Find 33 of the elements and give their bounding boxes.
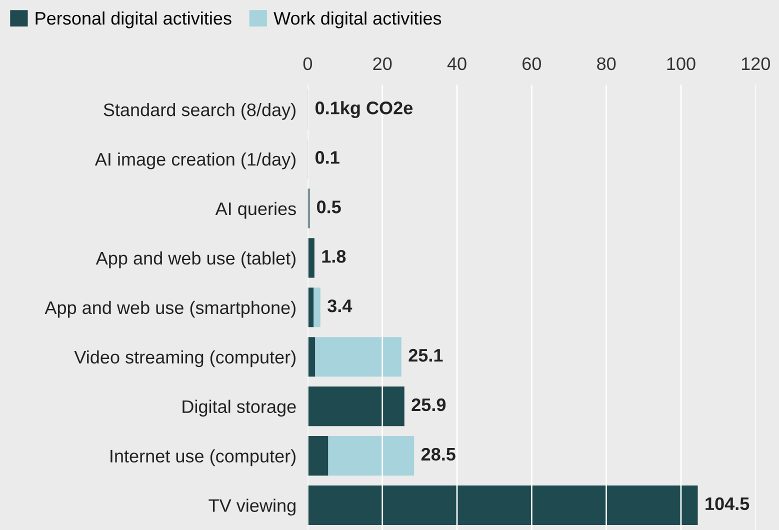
x-tick-label: 0 bbox=[303, 57, 312, 70]
bar bbox=[314, 288, 320, 328]
bar bbox=[308, 386, 404, 426]
total-label: 104.5 bbox=[706, 497, 750, 510]
x-tick-label: 80 bbox=[597, 57, 616, 70]
total-label: 25.9 bbox=[412, 398, 446, 412]
total-label: 0.1kg CO2e bbox=[316, 101, 413, 118]
bar bbox=[308, 436, 328, 476]
total-label: 1.8 bbox=[322, 250, 346, 263]
legend-label: Personal digital activities bbox=[36, 11, 232, 28]
y-tick-label: Internet use (computer) bbox=[110, 449, 296, 466]
total-label: 3.4 bbox=[328, 299, 352, 312]
y-tick-label: App and web use (smartphone) bbox=[44, 300, 296, 318]
y-tick-label: AI image creation (1/day) bbox=[94, 152, 296, 170]
y-tick-label: Video streaming (computer) bbox=[74, 350, 296, 368]
x-tick-label: 20 bbox=[373, 57, 392, 70]
y-tick-label: Standard search (8/day) bbox=[104, 102, 296, 120]
x-tick-label: 40 bbox=[447, 57, 466, 70]
bar bbox=[328, 436, 414, 476]
y-tick-label: App and web use (tablet) bbox=[96, 251, 296, 268]
bar bbox=[315, 337, 402, 377]
y-tick-label: AI queries bbox=[215, 202, 296, 219]
y-tick-label: Digital storage bbox=[182, 400, 296, 417]
bar bbox=[308, 485, 698, 526]
total-label: 0.1 bbox=[316, 151, 340, 164]
legend-label: Work digital activities bbox=[274, 11, 442, 28]
total-label: 28.5 bbox=[421, 448, 456, 461]
x-tick-label: 100 bbox=[667, 57, 696, 70]
total-label: 0.5 bbox=[317, 200, 341, 214]
y-tick-label: TV viewing bbox=[208, 498, 296, 516]
x-tick-label: 60 bbox=[522, 57, 542, 70]
x-tick-label: 120 bbox=[742, 57, 770, 70]
total-label: 25.1 bbox=[408, 348, 443, 362]
